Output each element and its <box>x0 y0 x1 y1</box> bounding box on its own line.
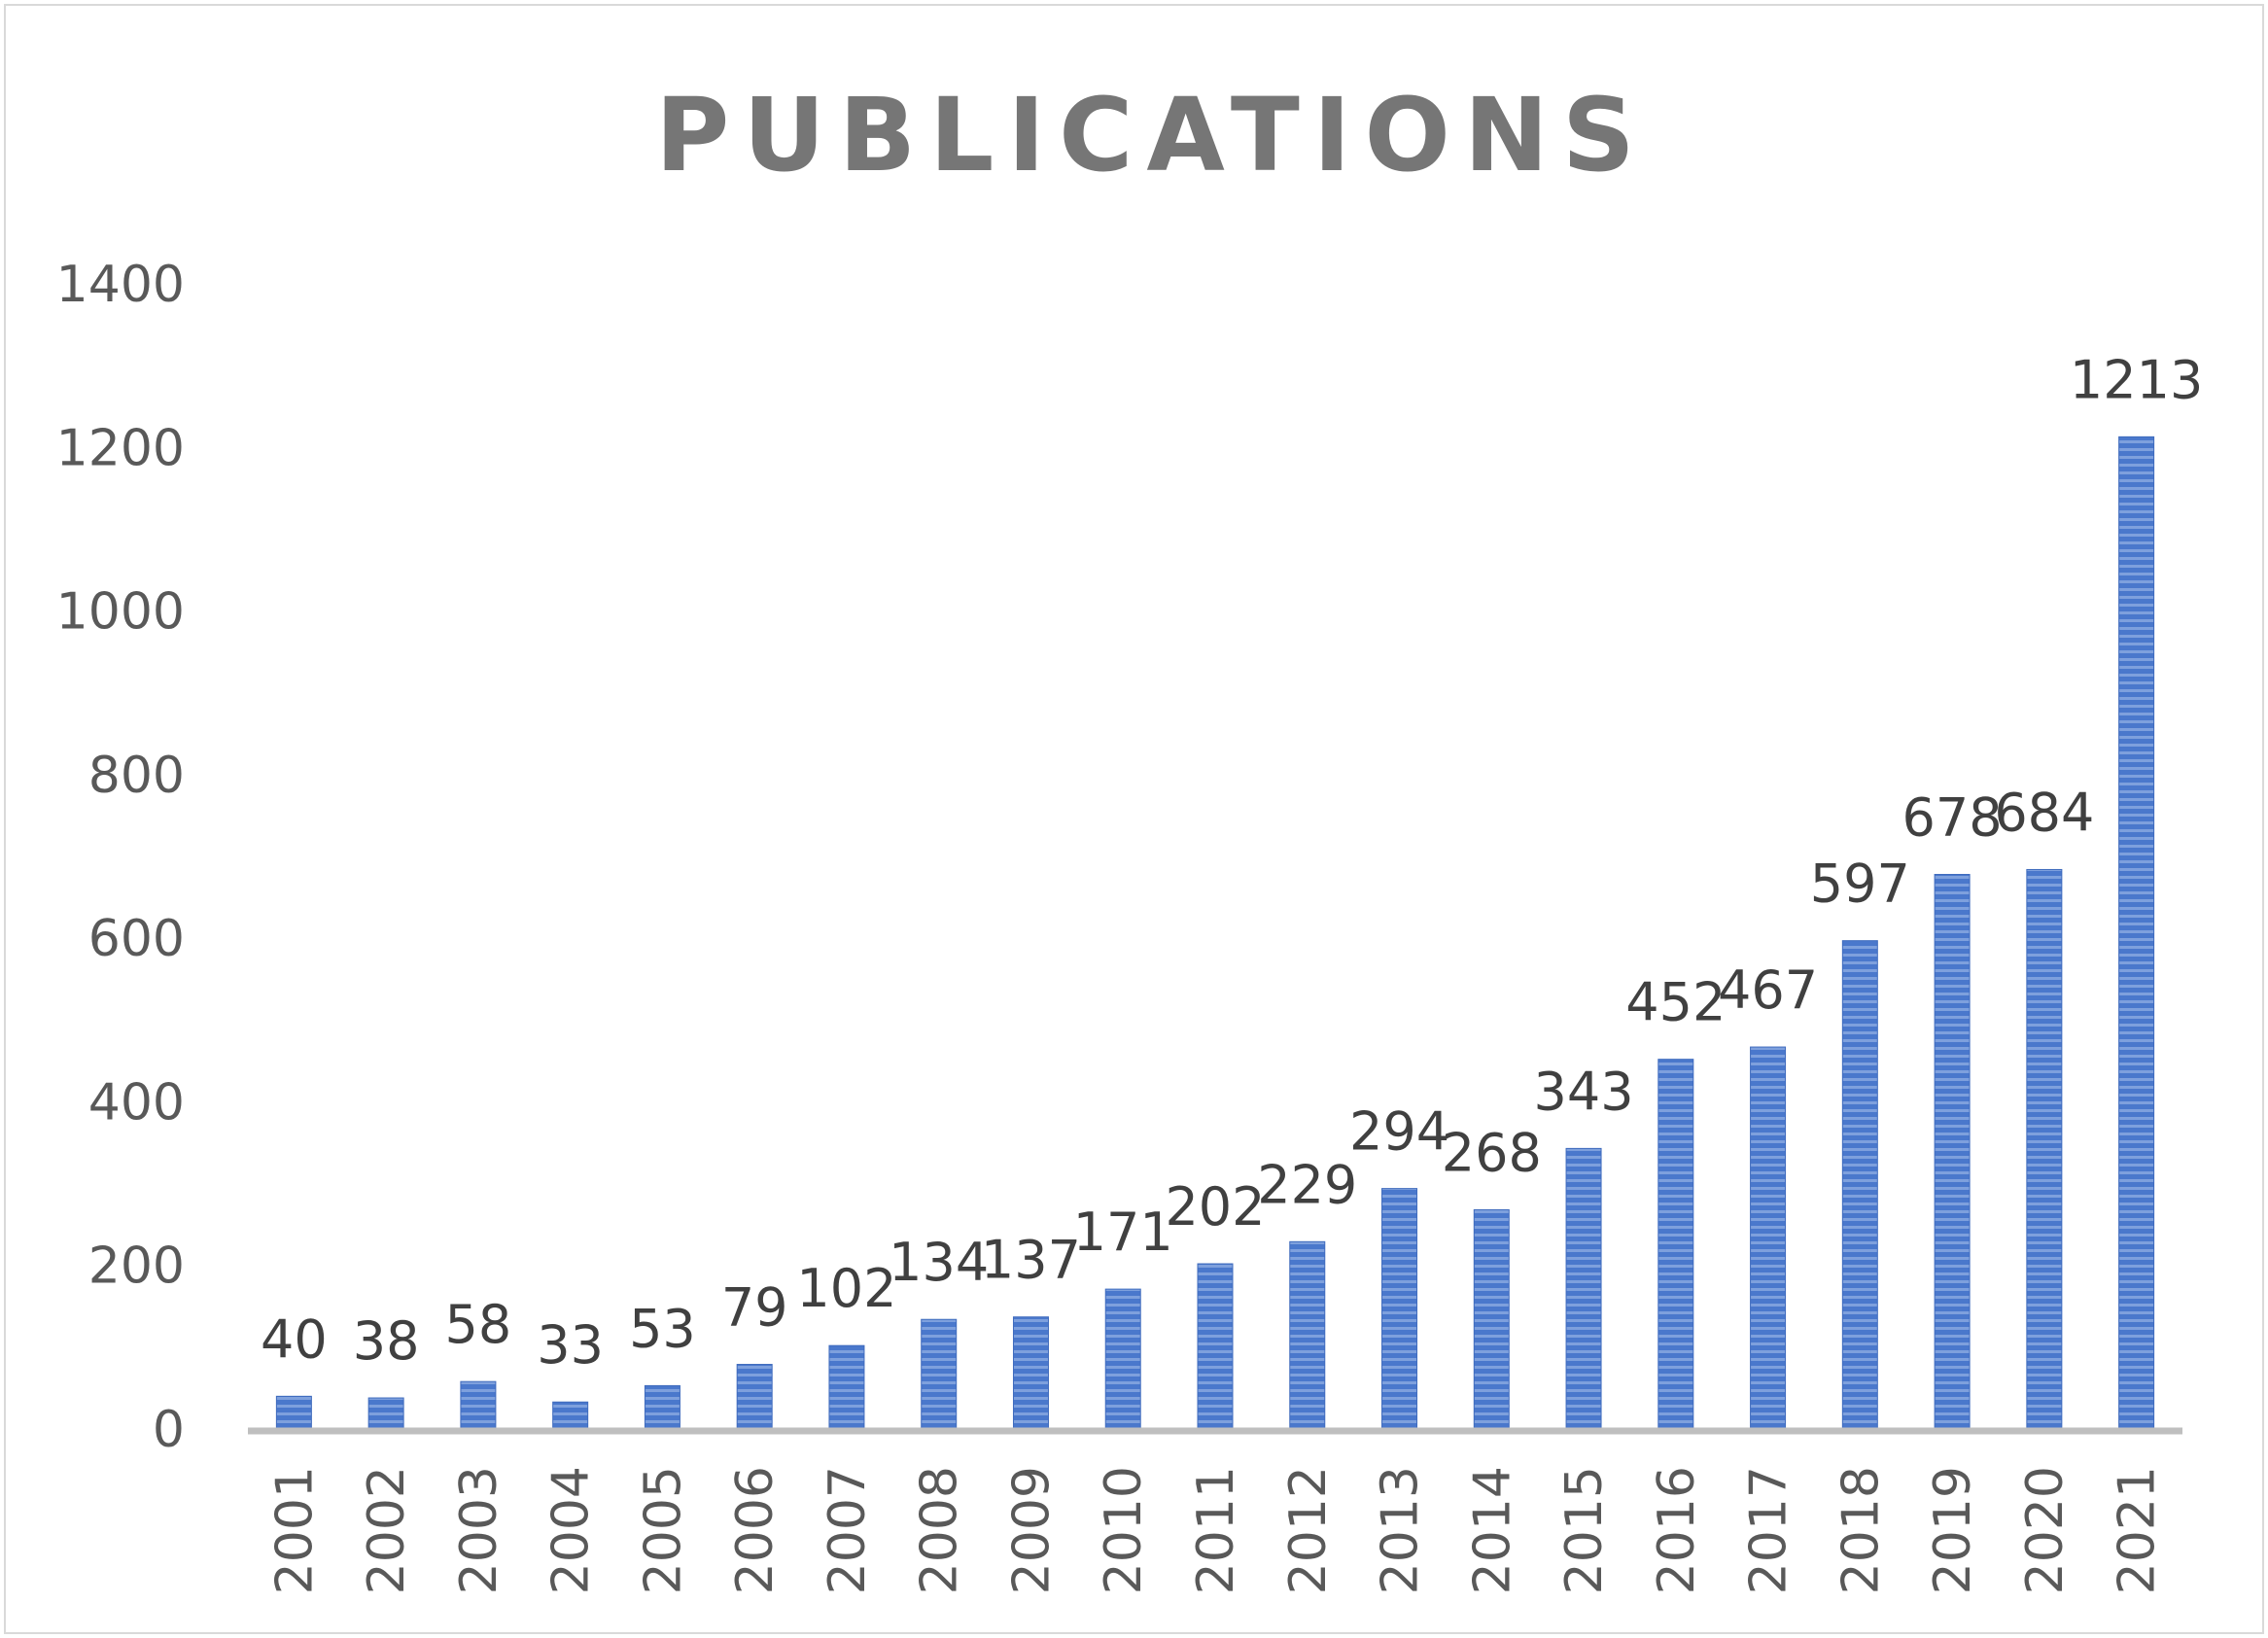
y-tick-label: 1000 <box>56 583 185 642</box>
bar <box>1104 1288 1141 1430</box>
x-tick-label: 2008 <box>911 1466 969 1594</box>
x-tick-label: 2007 <box>819 1466 877 1594</box>
data-label: 294 <box>1349 1101 1449 1163</box>
x-tick-label: 2016 <box>1648 1466 1706 1594</box>
data-label: 40 <box>261 1308 328 1370</box>
x-tick-label: 2006 <box>726 1466 785 1594</box>
data-label: 53 <box>629 1298 696 1359</box>
bar <box>1841 940 1878 1430</box>
data-label: 229 <box>1257 1154 1357 1215</box>
bar <box>736 1364 773 1430</box>
bar <box>460 1380 497 1430</box>
x-tick-label: 2005 <box>634 1466 692 1594</box>
bar <box>1473 1208 1510 1430</box>
bar <box>1289 1240 1326 1430</box>
bar <box>2026 868 2063 1430</box>
x-tick-label: 2017 <box>1740 1466 1798 1594</box>
data-label: 171 <box>1073 1202 1173 1263</box>
x-tick-label: 2013 <box>1372 1466 1430 1594</box>
data-label: 467 <box>1718 959 1818 1021</box>
x-tick-label: 2009 <box>1002 1466 1061 1594</box>
y-tick-label: 200 <box>88 1237 185 1296</box>
x-tick-label: 2018 <box>1832 1466 1890 1594</box>
y-axis: 0 200 400 600 800 1000 1200 1400 <box>56 256 185 1459</box>
data-label: 102 <box>796 1258 896 1319</box>
x-tick-label: 2021 <box>2109 1466 2167 1594</box>
x-tick-label: 2019 <box>1924 1466 1982 1594</box>
data-label: 38 <box>353 1310 420 1372</box>
y-tick-label: 0 <box>153 1401 185 1459</box>
data-label: 33 <box>537 1314 604 1376</box>
x-tick-label: 2003 <box>450 1466 508 1594</box>
x-tick-label: 2020 <box>2016 1466 2075 1594</box>
x-tick-label: 2015 <box>1555 1466 1614 1594</box>
bar <box>552 1401 589 1430</box>
data-label: 58 <box>445 1294 512 1355</box>
x-tick-label: 2014 <box>1463 1466 1521 1594</box>
bar <box>2118 436 2155 1430</box>
y-tick-label: 800 <box>88 747 185 805</box>
bar <box>1012 1316 1049 1430</box>
bars-group <box>275 436 2155 1430</box>
bar <box>275 1395 312 1430</box>
data-label: 202 <box>1165 1176 1265 1237</box>
x-tick-label: 2004 <box>542 1466 601 1594</box>
x-tick-label: 2010 <box>1095 1466 1153 1594</box>
bar <box>644 1384 680 1430</box>
x-tick-label: 2002 <box>358 1466 416 1594</box>
data-label: 134 <box>889 1232 989 1293</box>
x-tick-label: 2012 <box>1279 1466 1338 1594</box>
chart-title: PUBLICATIONS <box>655 76 1649 194</box>
bar <box>1381 1188 1418 1430</box>
data-label: 452 <box>1625 972 1726 1033</box>
data-label: 684 <box>1994 782 2094 843</box>
bar <box>1565 1147 1602 1430</box>
bar <box>367 1397 404 1430</box>
bar <box>828 1344 865 1430</box>
data-label: 268 <box>1442 1122 1542 1183</box>
bar <box>1750 1046 1787 1430</box>
bar <box>1934 874 1971 1430</box>
data-label: 137 <box>981 1230 1081 1291</box>
data-label: 79 <box>721 1277 788 1339</box>
y-tick-label: 1200 <box>56 419 185 477</box>
bar <box>921 1318 958 1430</box>
y-tick-label: 600 <box>88 910 185 968</box>
y-tick-label: 400 <box>88 1073 185 1132</box>
bar <box>1657 1059 1694 1430</box>
bar <box>1197 1263 1234 1430</box>
data-label: 1213 <box>2070 349 2203 410</box>
x-tick-label: 2001 <box>265 1466 324 1594</box>
x-tick-label: 2011 <box>1187 1466 1245 1594</box>
x-axis: 2001 2002 2003 2004 2005 2006 2007 2008 2009 2010… <box>265 1466 2166 1594</box>
y-tick-label: 1400 <box>56 256 185 314</box>
data-label: 678 <box>1902 787 2003 849</box>
data-label: 597 <box>1810 854 1910 915</box>
data-label: 343 <box>1534 1061 1634 1122</box>
